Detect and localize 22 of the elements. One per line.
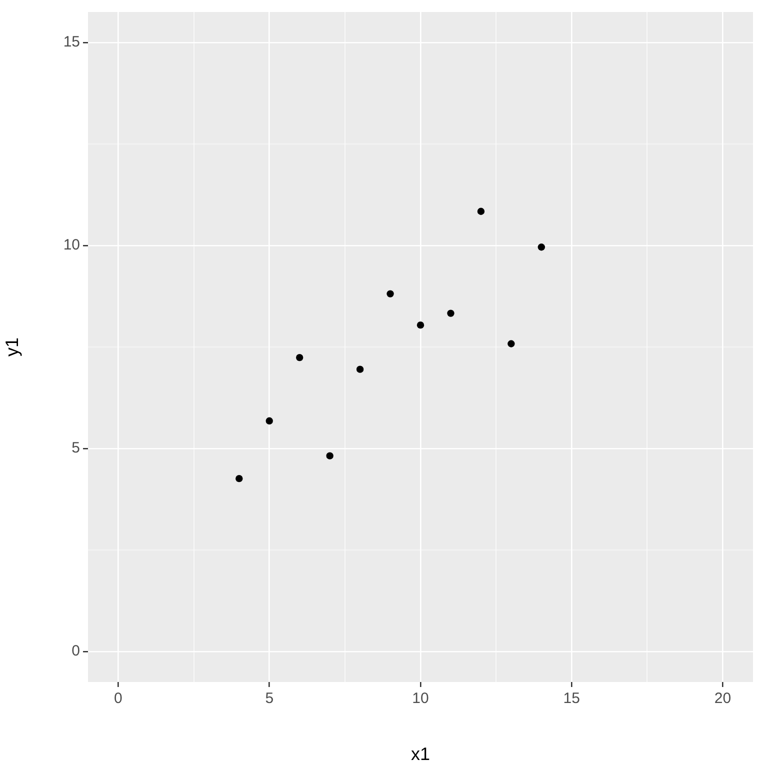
- point: [326, 452, 334, 460]
- point: [266, 417, 273, 425]
- x-tick-label: 5: [265, 690, 274, 708]
- point: [538, 244, 546, 251]
- y-tick-label: 5: [72, 440, 80, 457]
- point: [386, 290, 394, 298]
- y-tick-label: 0: [72, 642, 80, 660]
- x-tick-label: 15: [563, 690, 580, 708]
- y-axis-title: y1: [2, 337, 22, 357]
- point: [508, 340, 515, 348]
- point: [236, 474, 243, 482]
- y-tick-label: 15: [63, 34, 80, 51]
- point: [477, 208, 485, 215]
- point: [356, 366, 364, 373]
- x-tick-label: 0: [114, 690, 122, 708]
- x-tick-label: 20: [714, 690, 732, 708]
- y-tick-label: 10: [63, 236, 80, 254]
- point: [447, 310, 454, 317]
- x-axis-title: x1: [410, 744, 430, 764]
- point: [296, 354, 304, 362]
- x-tick-label: 10: [412, 690, 429, 708]
- point: [416, 321, 424, 329]
